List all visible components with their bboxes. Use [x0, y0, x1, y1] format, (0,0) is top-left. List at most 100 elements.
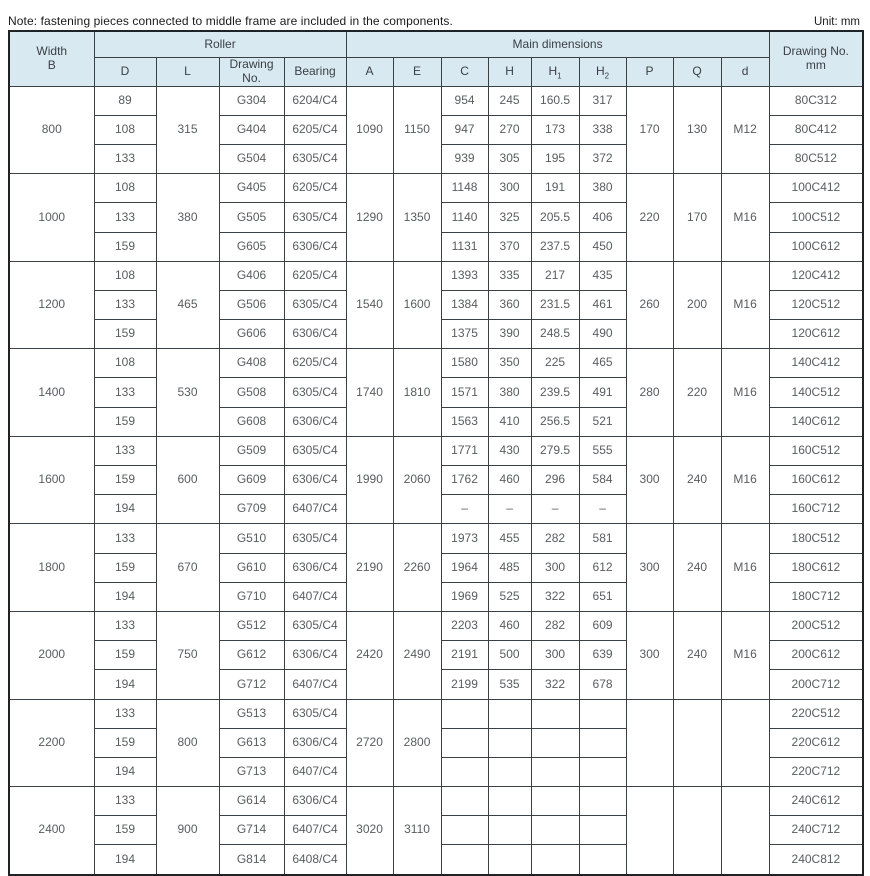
cell-c: 1973	[440, 523, 489, 554]
cell-h1	[530, 815, 580, 846]
cell-e: 2260	[392, 523, 442, 612]
cell-l: 315	[155, 85, 220, 175]
table-row: 159 G714 6407/C4 240C712	[9, 815, 864, 846]
cell-h: 335	[487, 260, 532, 291]
cell-c: 1393	[440, 260, 489, 291]
header-drawing-no-mm: Drawing No. mm	[768, 30, 864, 87]
cell-bearing: 6305/C4	[283, 523, 347, 554]
cell-bearing: 6306/C4	[283, 231, 347, 262]
cell-p: 300	[625, 610, 674, 700]
cell-h: 370	[487, 231, 532, 262]
cell-c: 1969	[440, 581, 489, 612]
header-col-h1: H1	[530, 57, 580, 87]
cell-h2: 584	[578, 465, 627, 496]
cell-l: 800	[155, 698, 220, 788]
cell-p: 300	[625, 523, 674, 612]
cell-c: 939	[440, 143, 489, 175]
cell-drawing-no-mm: 120C512	[768, 289, 864, 321]
cell-bearing: 6205/C4	[283, 348, 347, 379]
cell-h1	[530, 727, 580, 758]
table-row: 1400 108 530 G408 6205/C4 1740 1810 1580 350 225 4…	[8, 348, 864, 437]
cell-h2: 435	[578, 260, 627, 291]
header-row-groups: Width B Roller Main dimensions Drawing No. …	[8, 30, 864, 87]
cell-a: 1090	[345, 85, 394, 175]
table-row: 194 G709 6407/C4– – – –160C712	[9, 494, 864, 525]
cell-e: 3110	[392, 786, 442, 876]
cell-drawing-no: G304	[218, 85, 285, 116]
cell-bearing: 6306/C4	[283, 406, 347, 437]
header-col-d: D	[93, 57, 157, 87]
cell-q: 220	[672, 348, 722, 437]
cell-h1	[530, 844, 580, 876]
cell-h: 360	[487, 289, 532, 321]
cell-d: 159	[93, 640, 157, 671]
cell-d: 194	[93, 494, 157, 525]
cell-h: 380	[487, 377, 532, 408]
cell-h1	[530, 756, 580, 788]
cell-q: 240	[672, 435, 722, 525]
table-row: 800 89 315 G304 6204/C4 1090 1150 954 245 160.5 31…	[8, 85, 864, 175]
header-main-dimensions-group: Main dimensions	[345, 30, 770, 58]
cell-h2	[578, 786, 627, 817]
cell-h1: 322	[530, 581, 580, 612]
cell-h2: 491	[578, 377, 627, 408]
cell-h: 535	[487, 669, 532, 700]
cell-p: 300	[625, 435, 674, 525]
cell-drawing-no: G512	[218, 610, 285, 642]
cell-h2: 612	[578, 552, 627, 583]
cell-bearing: 6204/C4	[283, 85, 347, 116]
cell-bearing: 6205/C4	[283, 260, 347, 291]
cell-h	[487, 698, 532, 729]
cell-drawing-no-mm: 240C712	[768, 815, 864, 846]
cell-drawing-no: G714	[218, 815, 285, 846]
cell-drawing-no: G505	[218, 202, 285, 233]
table-header: Width B Roller Main dimensions Drawing No. …	[8, 30, 864, 87]
cell-p	[625, 786, 674, 876]
cell-h1: 173	[530, 114, 580, 145]
cell-drawing-no-mm: 180C612	[768, 552, 864, 583]
cell-d: 133	[93, 523, 157, 554]
cell-drawing-no: G613	[218, 727, 285, 758]
cell-a: 1990	[345, 435, 394, 525]
cell-c	[440, 815, 489, 846]
cell-bearing: 6305/C4	[283, 610, 347, 642]
cell-bearing: 6407/C4	[283, 669, 347, 700]
cell-p	[625, 698, 674, 788]
cell-h2: 461	[578, 289, 627, 321]
cell-h1: 300	[530, 640, 580, 671]
table-row: 2200 133 800 G513 6305/C4 2720 2800 220C512	[8, 698, 864, 788]
table-row: 1600 133 600 G509 6305/C4 1990 2060 1771 430 279.…	[8, 435, 864, 525]
cell-h2: 465	[578, 348, 627, 379]
cell-h2: –	[578, 494, 627, 525]
cell-c: 1375	[440, 319, 489, 350]
cell-bearing: 6407/C4	[283, 581, 347, 612]
cell-a: 1290	[345, 173, 394, 262]
cell-drawing-no-mm: 200C512	[768, 610, 864, 642]
cell-d: 194	[93, 756, 157, 788]
cell-drawing-no: G608	[218, 406, 285, 437]
cell-d: 194	[93, 844, 157, 876]
cell-c	[440, 727, 489, 758]
cell-width-b: 1800	[8, 523, 95, 612]
cell-c: 1384	[440, 289, 489, 321]
cell-a: 1740	[345, 348, 394, 437]
cell-h2: 609	[578, 610, 627, 642]
cell-h1: 225	[530, 348, 580, 379]
cell-d: 133	[93, 143, 157, 175]
table-row: 2400 133 900 G614 6306/C4 3020 3110 240C612	[8, 786, 864, 876]
cell-bearing: 6408/C4	[283, 844, 347, 876]
cell-h2: 581	[578, 523, 627, 554]
cell-bearing: 6306/C4	[283, 552, 347, 583]
cell-h: –	[487, 494, 532, 525]
cell-h1: 248.5	[530, 319, 580, 350]
table-row: 194 G710 6407/C4 1969 525 322 651 180C712	[9, 581, 864, 612]
cell-h2: 317	[578, 85, 627, 116]
cell-h: 410	[487, 406, 532, 437]
cell-bearing: 6305/C4	[283, 202, 347, 233]
header-roller-group: Roller	[93, 30, 347, 58]
table-body: 800 89 315 G304 6204/C4 1090 1150 954 245 160.5 31…	[8, 85, 864, 876]
table-row: 108 G404 6205/C4 947 270 173 338 80C412	[9, 114, 864, 145]
cell-drawing-no-mm: 180C712	[768, 581, 864, 612]
cell-bearing: 6305/C4	[283, 435, 347, 467]
cell-a: 1540	[345, 260, 394, 350]
